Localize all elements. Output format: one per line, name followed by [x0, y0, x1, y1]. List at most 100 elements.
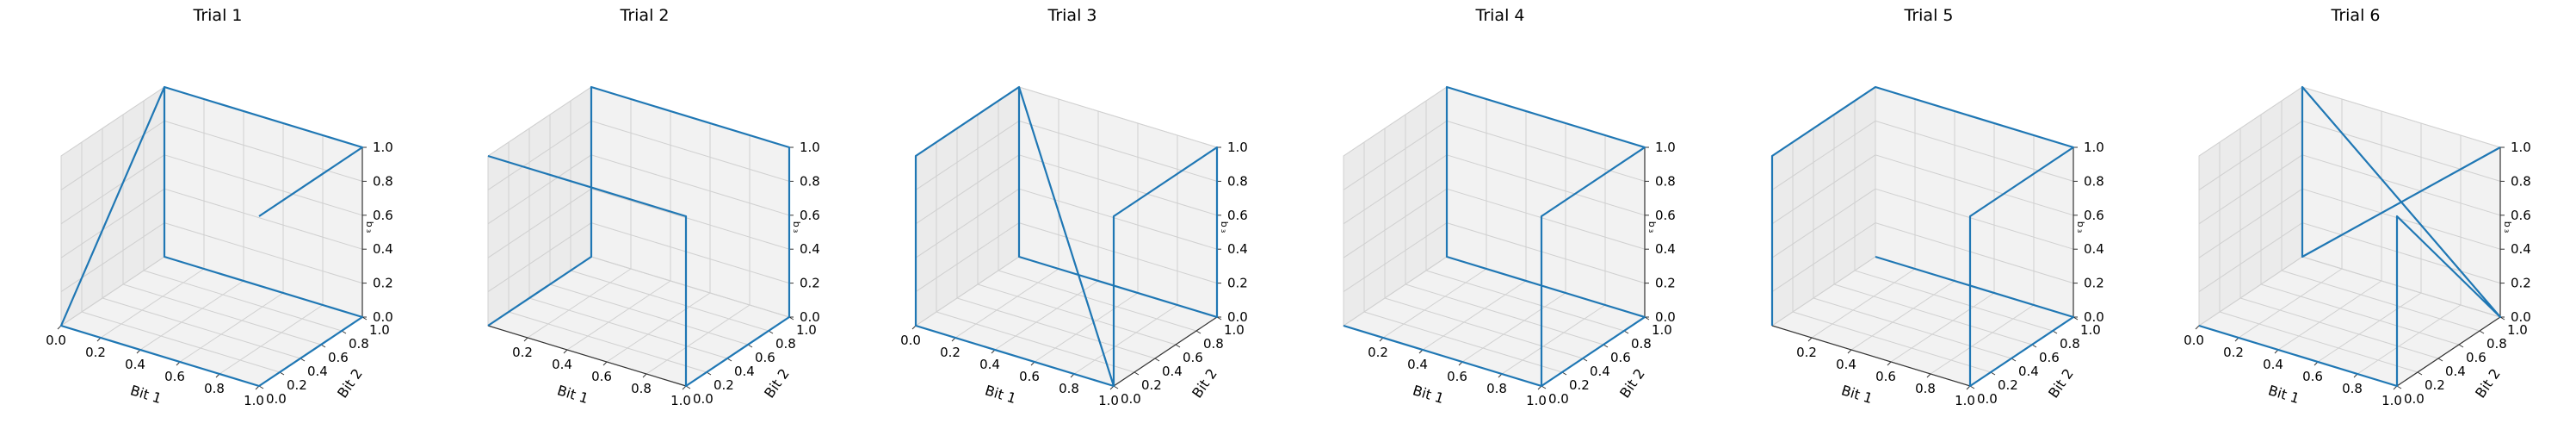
- grid-line: [590, 256, 790, 318]
- grid-line: [1850, 280, 1955, 351]
- z-axis-label: b ₃: [2075, 221, 2086, 233]
- tick-label: 0.2: [2511, 276, 2531, 291]
- y-tick: [2458, 344, 2464, 348]
- grid-line: [1771, 222, 1876, 293]
- panel-4: Trial 40.20.40.60.81.0 0.00.20.40.60.81.0…: [1342, 6, 1676, 408]
- grid-line: [164, 188, 363, 250]
- grid: [1343, 86, 1646, 387]
- grid-line: [1425, 270, 1625, 332]
- tick-label: 0.2: [1141, 377, 1162, 393]
- grid-line: [590, 120, 790, 182]
- grid-line: [219, 304, 324, 375]
- grid-line: [179, 292, 284, 363]
- grid-line: [1018, 222, 1218, 284]
- tick-label: 1.0: [2381, 393, 2402, 408]
- grid-line: [915, 154, 1020, 225]
- grid-line: [1875, 222, 2074, 284]
- tick-label: 0.0: [266, 391, 287, 407]
- z-axis-label: b ₃: [364, 221, 375, 233]
- panel-title: Trial 6: [2331, 6, 2381, 25]
- tick-label: 1.0: [670, 393, 691, 408]
- z-axis-label: b ₃: [1219, 221, 1230, 233]
- panel-5: Trial 50.20.40.60.81.0 0.00.20.40.60.81.0…: [1770, 6, 2104, 408]
- tick-label: 0.4: [2018, 364, 2039, 379]
- tick-label: 0.0: [46, 333, 66, 348]
- tick-label: 1.0: [1655, 140, 1676, 155]
- grid-line: [2301, 222, 2501, 284]
- y-axis-label: Bit 2: [1189, 365, 1220, 401]
- y-axis-label: Bit 2: [334, 365, 366, 401]
- grid-line: [1363, 311, 1563, 373]
- tick-label: 1.0: [800, 140, 820, 155]
- grid-line: [527, 268, 632, 339]
- tick-label: 0.6: [1875, 369, 1896, 384]
- tick-label: 0.2: [2425, 377, 2445, 393]
- grid-line: [2301, 120, 2501, 182]
- grid-line: [487, 120, 592, 190]
- tick-label: 0.4: [2084, 241, 2104, 257]
- tick-label: 0.6: [1610, 350, 1631, 365]
- grid-line: [2198, 256, 2303, 327]
- tick-label: 0.8: [1655, 173, 1676, 189]
- z-axis-label: b ₃: [2502, 221, 2513, 233]
- grid-line: [1034, 292, 1139, 363]
- grid-line: [590, 188, 790, 250]
- tick-label: 0.8: [2486, 336, 2507, 352]
- grid-line: [1384, 297, 1584, 359]
- tick-label: 0.4: [1227, 241, 1248, 257]
- tick-label: 0.4: [1590, 364, 1610, 379]
- grid-line: [2198, 86, 2303, 157]
- tick-label: 0.2: [1227, 276, 1248, 291]
- x-axis-label: Bit 1: [2266, 382, 2301, 407]
- grid-line: [590, 154, 790, 216]
- tick-label: 0.6: [800, 208, 820, 223]
- tick-label: 0.4: [2511, 241, 2531, 257]
- grid-line: [1771, 256, 1876, 327]
- tick-label: 1.0: [2084, 140, 2104, 155]
- tick-label: 0.2: [2223, 345, 2244, 360]
- tick-label: 0.0: [2404, 391, 2425, 407]
- grid-line: [915, 188, 1020, 258]
- y-tick: [1134, 371, 1140, 376]
- grid-line: [2277, 280, 2382, 351]
- grid-line: [2238, 268, 2343, 339]
- tick-label: 0.4: [2263, 357, 2283, 372]
- grid-line: [164, 154, 363, 216]
- tick-label: 0.2: [1569, 377, 1590, 393]
- grid-line: [1018, 154, 1218, 216]
- tick-label: 0.2: [2084, 276, 2104, 291]
- grid-line: [1343, 120, 1448, 190]
- x-axis-label: Bit 1: [983, 382, 1018, 407]
- y-axis-label: Bit 2: [2472, 365, 2504, 401]
- tick-label: 0.0: [693, 391, 713, 407]
- grid-line: [566, 280, 671, 351]
- tick-label: 0.6: [1019, 369, 1040, 384]
- grid-line: [100, 268, 205, 339]
- tick-label: 0.8: [775, 336, 796, 352]
- tick-label: 0.4: [307, 364, 328, 379]
- x-tick: [1847, 349, 1852, 354]
- tick-label: 0.2: [1796, 345, 1817, 360]
- grid-line: [1771, 120, 1876, 190]
- grid-line: [1501, 304, 1606, 375]
- series-line: [1343, 85, 1646, 388]
- x-tick: [563, 349, 568, 354]
- tick-label: 0.4: [734, 364, 755, 379]
- panel-3: Trial 30.00.20.40.60.81.0 0.00.20.40.60.8…: [900, 6, 1248, 408]
- tick-label: 0.8: [204, 381, 225, 396]
- grid-line: [1813, 297, 2012, 359]
- tick-label: 0.8: [2084, 173, 2104, 189]
- tick-label: 1.0: [796, 322, 817, 338]
- tick-label: 0.8: [1203, 336, 1224, 352]
- tick-label: 0.2: [713, 377, 734, 393]
- tick-label: 1.0: [369, 322, 390, 338]
- series-line: [487, 85, 791, 388]
- grid-line: [122, 283, 322, 346]
- tick-label: 0.6: [1655, 208, 1676, 223]
- grid-line: [915, 222, 1020, 293]
- tick-label: 0.4: [979, 357, 1000, 372]
- tick-label: 0.4: [800, 241, 820, 257]
- x-axis-line: [1771, 325, 1971, 387]
- grid-line: [2198, 120, 2303, 190]
